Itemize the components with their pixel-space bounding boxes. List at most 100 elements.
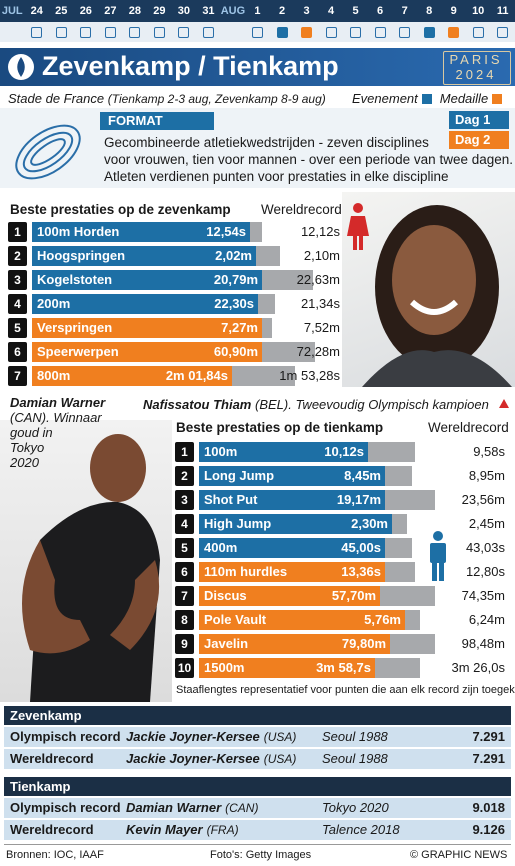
timeline-label: 26	[79, 5, 92, 17]
timeline-label: 31	[202, 5, 215, 17]
world-record: 12,12s	[300, 224, 340, 239]
event-bar: High Jump 2,30m	[199, 514, 392, 534]
timeline-label: 8	[426, 5, 433, 17]
footer-photos: Foto's: Getty Images	[210, 849, 312, 861]
event-bar: Verspringen 7,27m	[32, 318, 262, 338]
footer-sources: Bronnen: IOC, IAAF	[6, 849, 104, 861]
thiam-caption: Nafissatou Thiam (BEL). Tweevoudig Olymp…	[143, 397, 489, 412]
event-best: 57,70m	[331, 588, 376, 603]
olympic-flame-icon	[8, 54, 34, 80]
row-number: 10	[175, 658, 194, 678]
event-name: Shot Put	[204, 492, 258, 507]
event-best: 8,45m	[344, 468, 381, 483]
event-name: Kogelstoten	[37, 272, 113, 287]
venue: Stade de France (Tienkamp 2-3 aug, Zeven…	[8, 91, 326, 106]
event-bar: 1500m 3m 58,7s	[199, 658, 375, 678]
record-row: Olympisch record Damian Warner (CAN) Tokyo …	[4, 798, 511, 818]
event-name: 100m Horden	[37, 224, 120, 239]
timeline-box	[374, 27, 386, 38]
row-number: 6	[175, 562, 194, 582]
world-record: 74,35m	[461, 588, 505, 603]
timeline-label: 2	[278, 5, 286, 17]
event-best: 5,76m	[364, 612, 401, 627]
timeline-label: 29	[153, 5, 166, 17]
world-record: 2,45m	[468, 516, 505, 531]
timeline-label: 27	[104, 5, 117, 17]
title-bar	[0, 48, 515, 86]
world-record: 23,56m	[461, 492, 505, 507]
event-bar: Discus 57,70m	[199, 586, 380, 606]
warner-photo	[0, 420, 172, 702]
timeline-box	[423, 27, 435, 38]
event-name: Javelin	[204, 636, 249, 651]
record-group-title: Tienkamp	[4, 777, 511, 796]
timeline-label: 11	[496, 5, 509, 17]
record-type: Olympisch record	[10, 800, 121, 815]
footer-line	[4, 844, 511, 845]
record-type: Wereldrecord	[10, 822, 94, 837]
event-best: 22,30s	[214, 296, 254, 311]
timeline-box	[252, 27, 263, 38]
event-bar: Shot Put 19,17m	[199, 490, 385, 510]
timeline-box	[55, 27, 67, 38]
event-name: 800m	[37, 368, 71, 383]
thiam-country: (BEL).	[254, 397, 292, 412]
record-place: Seoul 1988	[322, 729, 388, 744]
record-country: (USA)	[263, 752, 297, 766]
timeline-box	[129, 27, 141, 38]
timeline-label: AUG	[220, 5, 246, 17]
row-number: 9	[175, 634, 194, 654]
warner-line: goud in	[10, 425, 53, 440]
event-best: 3m 58,7s	[316, 660, 371, 675]
record-group-title: Zevenkamp	[4, 706, 511, 725]
record-row: Wereldrecord Kevin Mayer (FRA) Talence 2018…	[4, 820, 511, 840]
timeline-box	[497, 27, 509, 38]
world-record: 43,03s	[465, 540, 505, 555]
logo-line: PARIS	[449, 52, 503, 67]
footer-credit: © GRAPHIC NEWS	[410, 849, 508, 861]
timeline-label: 1	[254, 5, 261, 17]
record-country: (USA)	[263, 730, 297, 744]
world-record: 8,95m	[468, 468, 505, 483]
timeline-label: 4	[327, 5, 335, 17]
event-bar: Speerwerpen 60,90m	[32, 342, 262, 362]
record-points: 9.126	[472, 822, 505, 837]
pointer-triangle	[499, 399, 509, 408]
record-row: Wereldrecord Jackie Joyner-Kersee (USA) Seo…	[4, 749, 511, 769]
format-label: FORMAT	[100, 112, 214, 130]
event-bar: Pole Vault 5,76m	[199, 610, 405, 630]
male-icon	[430, 531, 446, 581]
event-name: Discus	[204, 588, 247, 603]
event-name: Long Jump	[204, 468, 275, 483]
timeline-box	[301, 27, 313, 38]
thiam-text: Tweevoudig Olympisch kampioen	[295, 397, 489, 412]
event-name: High Jump	[204, 516, 272, 531]
thiam-silhouette	[362, 205, 512, 387]
world-record: 72,28m	[296, 344, 340, 359]
record-athlete: Jackie Joyner-Kersee (USA)	[126, 729, 297, 744]
record-points: 7.291	[472, 729, 505, 744]
legend-swatch	[492, 94, 503, 104]
record-country: (FRA)	[206, 823, 239, 837]
record-row: Olympisch record Jackie Joyner-Kersee (USA…	[4, 727, 511, 747]
row-number: 4	[8, 294, 27, 314]
event-bar: Javelin 79,80m	[199, 634, 390, 654]
event-bar: 200m 22,30s	[32, 294, 258, 314]
row-number: 7	[175, 586, 194, 606]
event-best: 10,12s	[324, 444, 364, 459]
hept-title: Beste prestaties op de zevenkamp	[10, 202, 231, 217]
timeline-box	[448, 27, 460, 38]
row-number: 3	[175, 490, 194, 510]
event-best: 2m 01,84s	[165, 368, 228, 383]
record-place: Tokyo 2020	[322, 800, 389, 815]
event-name: 110m hurdles	[204, 564, 288, 579]
timeline-box	[472, 27, 484, 38]
logo-line: 2024	[455, 67, 497, 82]
world-record: 3m 26,0s	[451, 660, 505, 675]
warner-caption: (CAN). Winnaar goud in Tokyo 2020	[10, 410, 102, 470]
dec-title: Beste prestaties op de tienkamp	[176, 420, 384, 435]
thiam-photo	[342, 192, 515, 387]
event-name: 400m	[204, 540, 238, 555]
timeline-label: 25	[55, 5, 68, 17]
format-line: Gecombineerde atletiekwedstrijden - zeve…	[104, 135, 429, 150]
